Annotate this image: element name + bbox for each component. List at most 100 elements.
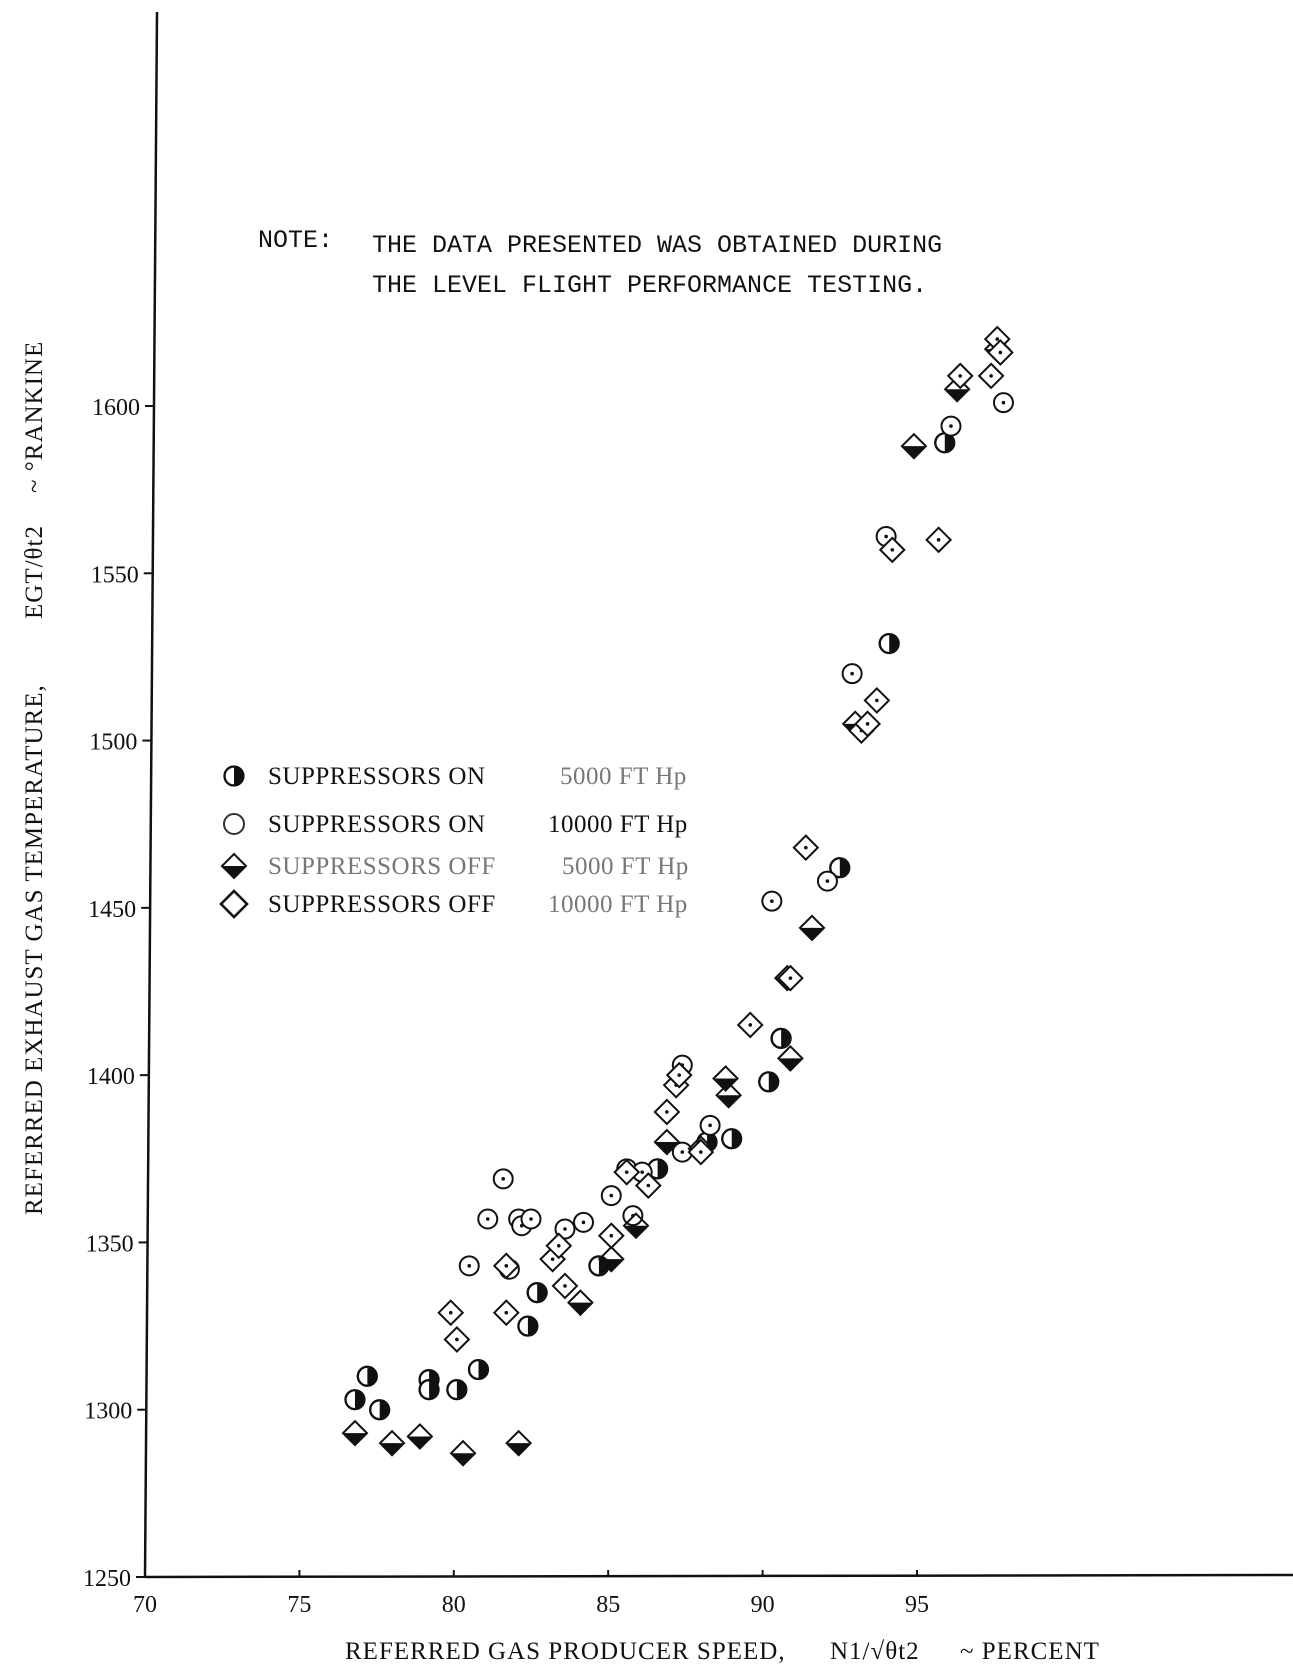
x-tick-label: 75 (287, 1592, 311, 1618)
data-point-suppressors-on-5000 (526, 1282, 548, 1304)
data-point-suppressors-off-10000 (878, 536, 906, 564)
data-point-suppressors-off-5000 (597, 1245, 625, 1273)
data-point-suppressors-off-5000 (900, 432, 928, 460)
legend-label-suppressors-on-10000: SUPPRESSORS ON (268, 811, 486, 838)
x-tick-label: 80 (442, 1592, 466, 1618)
data-point-suppressors-off-10000 (443, 1326, 471, 1353)
legend-circle-icon (223, 813, 245, 835)
data-point-suppressors-off-10000 (925, 526, 953, 554)
data-point-suppressors-off-5000 (449, 1439, 477, 1467)
data-point-suppressors-on-10000 (992, 392, 1014, 414)
y-axis-title-formula: EGT/θt2 (21, 525, 48, 619)
data-point-suppressors-off-10000 (613, 1158, 641, 1186)
y-tick-label: 1250 (83, 1566, 131, 1592)
data-point-suppressors-off-10000 (492, 1252, 520, 1280)
data-point-suppressors-off-5000 (776, 1044, 804, 1072)
data-point-suppressors-on-10000 (477, 1208, 499, 1230)
data-point-suppressors-off-5000 (622, 1212, 650, 1240)
data-point-suppressors-off-10000 (653, 1098, 681, 1126)
data-point-suppressors-off-5000 (943, 375, 971, 403)
data-point-suppressors-on-5000 (446, 1379, 468, 1401)
legend-label-suppressors-on-5000: SUPPRESSORS ON (268, 763, 486, 790)
data-point-suppressors-off-10000 (492, 1299, 520, 1327)
data-point-suppressors-on-5000 (467, 1358, 490, 1381)
x-axis-line (144, 1573, 1293, 1579)
legend-marker-suppressors-on-10000 (223, 813, 245, 835)
data-point-suppressors-on-10000 (761, 890, 783, 912)
data-point-suppressors-off-5000 (715, 1081, 743, 1109)
y-tick-label: 1350 (86, 1231, 134, 1257)
note-label: NOTE: (258, 226, 333, 255)
data-point-suppressors-off-10000 (986, 339, 1014, 366)
data-point-suppressors-on-5000 (829, 857, 851, 879)
data-point-suppressors-on-10000 (492, 1168, 514, 1190)
data-point-suppressors-on-10000 (572, 1211, 594, 1233)
legend-marker-suppressors-off-5000 (220, 852, 248, 880)
y-tick-label: 1300 (84, 1399, 132, 1425)
legend-altitude-suppressors-off-10000: 10000 FT Hp (548, 891, 688, 918)
y-tick-label: 1400 (87, 1064, 135, 1090)
x-tick-label: 90 (751, 1592, 775, 1618)
legend-marker-icon (220, 852, 248, 880)
data-point-suppressors-on-10000 (699, 1114, 721, 1136)
legend-label-suppressors-off-5000: SUPPRESSORS OFF (268, 853, 496, 880)
legend-label-suppressors-off-10000: SUPPRESSORS OFF (268, 891, 496, 918)
data-point-suppressors-on-5000 (418, 1379, 440, 1401)
data-point-suppressors-off-10000 (634, 1172, 662, 1199)
data-point-suppressors-off-10000 (776, 964, 804, 992)
data-point-suppressors-off-10000 (863, 687, 891, 714)
data-point-suppressors-off-10000 (687, 1138, 715, 1166)
data-point-suppressors-on-5000 (344, 1389, 366, 1411)
data-point-suppressors-on-10000 (940, 415, 962, 437)
y-axis-line (143, 11, 159, 1578)
y-tick-label: 1500 (89, 730, 137, 756)
legend-marker-suppressors-off-10000 (219, 889, 249, 919)
data-point-suppressors-off-10000 (437, 1299, 465, 1327)
data-point-suppressors-on-5000 (356, 1365, 378, 1387)
data-point-suppressors-off-5000 (653, 1128, 681, 1156)
x-axis-title-formula: N1/√θt2 (830, 1638, 920, 1665)
y-tick-label: 1550 (91, 562, 139, 588)
data-point-suppressors-off-10000 (977, 362, 1005, 390)
legend-altitude-suppressors-on-10000: 10000 FT Hp (548, 811, 688, 838)
x-axis-title-main: REFERRED GAS PRODUCER SPEED, (345, 1638, 786, 1665)
data-point-suppressors-off-10000 (665, 1061, 693, 1089)
x-tick-label: 70 (133, 1592, 157, 1618)
y-axis-title: REFERRED EXHAUST GAS TEMPERATURE, EGT/θt… (21, 341, 48, 1215)
y-axis-title-unit: ~ °RANKINE (21, 341, 48, 493)
data-point-suppressors-off-5000 (798, 914, 826, 942)
y-tick-group: 1250 1300 1350 1400 1450 1500 1550 1600 (83, 395, 154, 1592)
data-point-suppressors-off-5000 (566, 1289, 594, 1317)
data-point-suppressors-on-10000 (600, 1185, 622, 1207)
data-point-suppressors-off-5000 (341, 1419, 369, 1447)
x-tick-label: 95 (905, 1592, 929, 1618)
data-point-suppressors-off-10000 (736, 1011, 764, 1039)
data-point-suppressors-on-5000 (369, 1399, 391, 1421)
legend-diamond-icon (219, 889, 249, 919)
x-tick-group: 70 75 80 85 90 95 (133, 1570, 929, 1618)
x-axis-title: REFERRED GAS PRODUCER SPEED, N1/√θt2 ~ P… (345, 1638, 1100, 1665)
x-tick-label: 85 (596, 1592, 620, 1618)
data-point-suppressors-on-10000 (816, 870, 838, 892)
data-point-suppressors-off-10000 (551, 1272, 579, 1300)
legend-marker-suppressors-on-5000 (223, 765, 245, 787)
legend: SUPPRESSORS ON 5000 FT Hp SUPPRESSORS ON… (219, 763, 688, 919)
data-point-suppressors-on-10000 (841, 663, 863, 685)
data-point-suppressors-on-5000 (878, 632, 900, 655)
data-point-suppressors-on-5000 (770, 1027, 792, 1049)
data-point-suppressors-off-5000 (712, 1065, 739, 1092)
x-axis-title-unit: ~ PERCENT (960, 1638, 1100, 1665)
note-line-1: THE DATA PRESENTED WAS OBTAINED DURING (372, 231, 942, 260)
data-point-suppressors-off-5000 (378, 1429, 406, 1457)
data-point-suppressors-off-10000 (946, 362, 974, 390)
data-point-suppressors-on-10000 (458, 1255, 480, 1277)
data-points (341, 325, 1014, 1467)
y-tick-label: 1600 (92, 395, 140, 421)
data-point-suppressors-off-5000 (505, 1429, 533, 1457)
data-point-suppressors-off-10000 (854, 710, 882, 738)
data-point-suppressors-on-5000 (758, 1071, 780, 1093)
data-point-suppressors-off-10000 (545, 1232, 573, 1260)
legend-altitude-suppressors-on-5000: 5000 FT Hp (560, 763, 687, 790)
legend-marker-icon (223, 765, 245, 787)
